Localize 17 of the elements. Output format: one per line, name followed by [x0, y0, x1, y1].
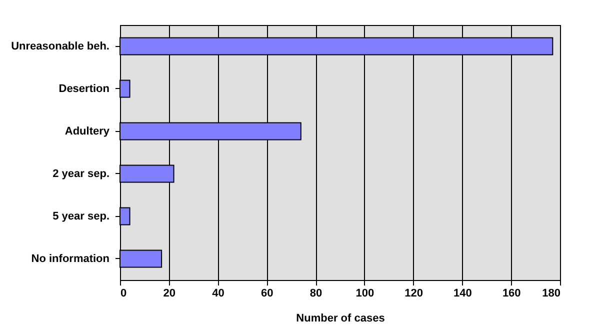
x-tick-label: 180 — [542, 288, 560, 300]
x-tick-label: 140 — [454, 288, 472, 300]
x-tick-label: 0 — [120, 288, 127, 300]
y-tick-label: No information — [31, 252, 110, 265]
x-tick-label: 60 — [261, 288, 274, 300]
y-tick-label: Desertion — [58, 82, 110, 95]
y-tick-label: Adultery — [64, 125, 110, 138]
x-tick-label: 40 — [212, 288, 224, 300]
y-tick-label: 2 year sep. — [52, 168, 110, 180]
x-tick-label: 80 — [310, 288, 322, 300]
y-tick-label: 5 year sep. — [52, 210, 110, 222]
y-tick-label: Unreasonable beh. — [11, 40, 110, 52]
x-tick-label: 100 — [356, 288, 374, 300]
x-tick-label: 120 — [404, 288, 424, 300]
x-tick-label: 20 — [163, 288, 176, 300]
x-tick-label: 160 — [502, 288, 521, 300]
x-axis-title: Number of cases — [296, 312, 385, 324]
